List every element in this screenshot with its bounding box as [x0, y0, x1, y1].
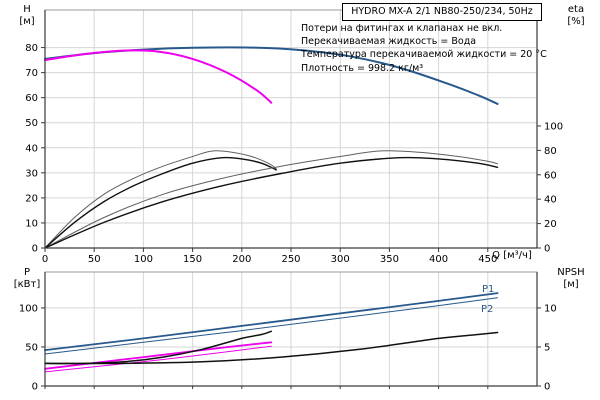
info-line-losses: Потери на фитингах и клапанах не вкл.: [301, 23, 503, 34]
hq-chart-curves: [44, 46, 499, 249]
tick-label: 100: [134, 254, 153, 265]
hq-chart: 0 10 20 30 40 50 60 70 80 0 20 40 60 80 100 0 50 100 150 20…: [25, 9, 563, 265]
hq-chart-grid: [45, 10, 537, 248]
tick-label: 60: [25, 93, 38, 104]
p2-curve-label: P2: [481, 304, 494, 315]
series-eta-2pumps-a: [44, 150, 499, 249]
hq-chart-axes: 0 10 20 30 40 50 60 70 80 0 20 40 60 80 100 0 50 100 150 20…: [25, 10, 563, 265]
tick-label: 10: [544, 303, 557, 314]
tick-label: 0: [32, 244, 38, 255]
series-npsh-2pumps: [44, 331, 499, 365]
tick-label: 200: [232, 254, 251, 265]
tick-label: 300: [331, 254, 350, 265]
npsh-axis-title: NPSH [м]: [557, 267, 585, 290]
flow-axis-title: Q [м³/ч]: [492, 250, 532, 261]
series-head-1pump: [44, 49, 273, 104]
tick-label: 20: [25, 193, 38, 204]
tick-label: 10: [25, 218, 38, 229]
series-eta-1pump-b: [44, 156, 277, 249]
tick-label: 400: [429, 254, 448, 265]
tick-label: 50: [25, 342, 38, 353]
series-p2-1pump: [44, 345, 272, 373]
power-npsh-chart-grid: [45, 272, 537, 386]
tick-label: 5: [544, 342, 550, 353]
tick-label: 20: [544, 219, 557, 230]
info-line-density: Плотность = 998.2 кг/м³: [301, 62, 424, 74]
tick-label: 50: [88, 254, 101, 265]
head-axis-title: H [м]: [19, 4, 35, 27]
info-line-temperature: Температура перекачиваемой жидкости = 20…: [301, 49, 547, 61]
tick-label: 80: [25, 43, 38, 54]
tick-label: 100: [544, 121, 563, 132]
tick-label: 350: [380, 254, 399, 265]
series-p1-2pumps: [44, 292, 499, 351]
info-line-liquid: Перекачиваемая жидкость = Вода: [301, 36, 477, 48]
p1-curve-label: P1: [482, 284, 495, 295]
tick-label: 40: [25, 143, 38, 154]
power-npsh-chart: 0 50 100 0 5 10: [19, 271, 557, 393]
tick-label: 100: [19, 303, 38, 314]
power-npsh-chart-curves: [44, 292, 499, 373]
tick-label: 0: [544, 382, 550, 393]
power-npsh-chart-axes: 0 50 100 0 5 10: [19, 272, 557, 393]
tick-label: 80: [544, 146, 557, 157]
tick-label: 0: [42, 254, 48, 265]
series-eta-1pump-a: [44, 150, 277, 249]
series-p2-2pumps: [44, 297, 499, 355]
tick-label: 60: [544, 170, 557, 181]
pump-title-box: HYDRO MX-A 2/1 NB80-250/234, 50Hz: [342, 3, 542, 21]
tick-label: 0: [32, 382, 38, 393]
tick-label: 0: [544, 244, 550, 255]
tick-label: 450: [478, 254, 497, 265]
tick-label: 70: [25, 68, 38, 79]
tick-label: 40: [544, 195, 557, 206]
tick-label: 30: [25, 168, 38, 179]
info-block: Потери на фитингах и клапанах не вкл. Пе…: [301, 22, 547, 75]
eta-axis-title: eta [%]: [567, 4, 585, 27]
tick-label: 150: [183, 254, 202, 265]
series-eta-2pumps-b: [44, 156, 499, 249]
tick-label: 250: [281, 254, 300, 265]
power-axis-title: P [кВт]: [13, 267, 41, 290]
tick-label: 50: [25, 118, 38, 129]
